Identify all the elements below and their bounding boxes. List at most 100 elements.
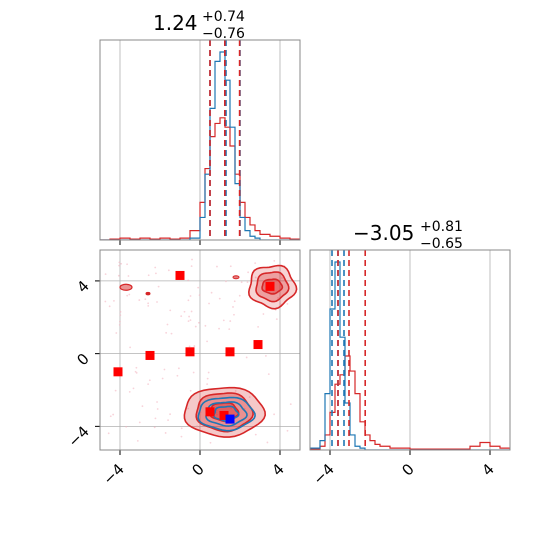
sample-dot	[138, 421, 141, 424]
sample-dot	[167, 419, 169, 422]
sample-dot	[156, 301, 158, 303]
sample-dot	[233, 313, 235, 316]
sample-dot	[118, 264, 120, 267]
sample-dot	[128, 390, 131, 393]
sample-dot	[147, 274, 150, 277]
sample-dot	[126, 263, 128, 266]
tick-label: 0	[73, 350, 92, 369]
title-param2: −3.05	[353, 221, 414, 245]
tick-label: 0	[398, 460, 417, 479]
sample-dot	[266, 441, 269, 444]
sample-dot	[147, 302, 150, 305]
sample-dot	[206, 383, 209, 386]
sample-dot	[189, 319, 192, 322]
sample-dot	[180, 315, 183, 318]
hist-series-blue	[100, 51, 300, 240]
sample-dot	[169, 309, 172, 312]
sample-dot	[107, 432, 110, 435]
sample-dot	[119, 320, 121, 323]
sample-dot	[204, 324, 207, 327]
sample-dot	[180, 435, 183, 438]
sample-dot	[228, 328, 231, 331]
sample-dot	[126, 294, 129, 297]
sample-dot	[141, 405, 144, 408]
sample-dot	[198, 426, 201, 429]
title-param1: 1.24	[153, 11, 198, 35]
sample-dot	[194, 325, 197, 328]
panel-hist-param2	[309, 249, 511, 455]
sample-dot	[138, 299, 141, 301]
sample-dot	[232, 306, 234, 308]
sample-dot	[218, 327, 220, 330]
sample-dot	[210, 291, 213, 294]
tick-label: −4	[309, 460, 337, 488]
sample-dot	[180, 427, 183, 430]
scatter-point-red	[113, 367, 123, 377]
sample-dot	[229, 265, 232, 268]
title-param2-minus: −0.65	[420, 236, 463, 252]
axes-frame	[99, 249, 301, 451]
sample-dot	[177, 367, 180, 370]
tick-label: 4	[268, 460, 287, 479]
sample-dot	[198, 294, 201, 297]
sample-dot	[176, 374, 179, 377]
sample-dot	[156, 408, 159, 410]
sample-dot	[190, 265, 193, 267]
sample-dot	[167, 269, 170, 272]
sample-dot	[187, 320, 190, 323]
sample-dot	[125, 425, 128, 428]
scatter-point-red	[225, 347, 235, 357]
sample-dot	[104, 273, 107, 276]
sample-dot	[118, 261, 121, 264]
sample-dot	[190, 310, 193, 313]
panel-hist-param1	[99, 39, 301, 245]
sample-dot	[189, 389, 192, 392]
sample-dot	[286, 303, 289, 305]
sample-dot	[247, 271, 250, 274]
sample-dot	[216, 265, 218, 268]
sample-dot	[248, 396, 251, 398]
sample-dot	[277, 296, 279, 299]
sample-dot	[254, 276, 257, 279]
sample-dot	[245, 356, 248, 359]
sample-dot	[163, 368, 166, 371]
sample-dot	[275, 318, 278, 321]
sample-dot	[154, 417, 157, 420]
sample-dot	[104, 300, 107, 303]
sample-dot	[112, 413, 115, 416]
sample-dot	[108, 305, 111, 308]
sample-dot	[215, 409, 218, 412]
sample-dot	[187, 407, 190, 410]
sample-dot	[234, 390, 237, 392]
sample-dot	[144, 298, 147, 301]
sample-dot	[128, 293, 131, 296]
sample-dot	[135, 371, 138, 374]
sample-dot	[273, 413, 276, 416]
sample-dot	[215, 411, 218, 414]
sample-dot	[229, 320, 232, 322]
sample-dot	[164, 432, 167, 434]
sample-dot	[156, 401, 158, 403]
tick-label: 4	[478, 460, 497, 479]
scatter-point-red	[253, 340, 263, 350]
sample-dot	[183, 310, 186, 313]
tick-label: 0	[188, 460, 207, 479]
sample-dot	[230, 407, 233, 410]
sample-dot	[119, 310, 122, 313]
axes-frame	[309, 249, 511, 451]
sample-dot	[161, 377, 164, 380]
sample-dot	[114, 389, 117, 392]
sample-dot	[289, 403, 292, 406]
sample-dot	[262, 313, 265, 315]
sample-dot	[166, 323, 169, 326]
sample-dot	[118, 324, 121, 326]
sample-dot	[267, 373, 270, 376]
sample-dot	[134, 370, 137, 373]
sample-dot	[109, 415, 112, 418]
scatter-point-blue	[225, 414, 235, 424]
sample-dot	[187, 299, 190, 302]
sample-dot	[246, 281, 249, 284]
sample-dot	[188, 315, 190, 318]
panel-2d-density	[95, 249, 301, 455]
axes-frame	[99, 39, 301, 241]
